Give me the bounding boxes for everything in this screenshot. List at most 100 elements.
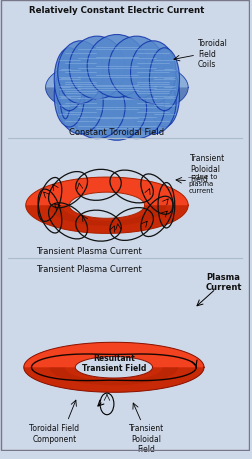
- Polygon shape: [26, 178, 188, 234]
- Point: [78, 96, 81, 101]
- Text: Transient
Poloidal
Field: Transient Poloidal Field: [190, 154, 226, 184]
- Point: [155, 96, 158, 101]
- Point: [173, 96, 176, 101]
- Point: [60, 76, 63, 82]
- Point: [152, 75, 155, 80]
- Point: [168, 119, 171, 125]
- Point: [57, 103, 60, 108]
- Text: Relatively Constant Electric Current: Relatively Constant Electric Current: [29, 6, 205, 15]
- Point: [94, 97, 98, 103]
- Polygon shape: [48, 206, 166, 226]
- Point: [155, 47, 158, 52]
- Point: [168, 61, 171, 67]
- Point: [94, 55, 98, 60]
- Text: Toroidal Field
Component: Toroidal Field Component: [29, 423, 80, 442]
- Point: [76, 66, 79, 71]
- Point: [115, 47, 118, 52]
- Ellipse shape: [87, 78, 147, 141]
- Ellipse shape: [163, 57, 174, 119]
- Point: [57, 87, 60, 92]
- Point: [95, 61, 98, 67]
- Polygon shape: [26, 206, 188, 234]
- Polygon shape: [50, 368, 178, 385]
- Point: [173, 112, 176, 118]
- Point: [173, 87, 176, 92]
- Polygon shape: [46, 88, 188, 118]
- Point: [136, 91, 139, 97]
- Point: [163, 95, 166, 101]
- Point: [152, 112, 155, 118]
- Point: [94, 126, 98, 131]
- Point: [115, 86, 118, 92]
- Point: [57, 112, 60, 118]
- Polygon shape: [24, 342, 204, 392]
- Point: [95, 82, 98, 87]
- Point: [168, 51, 171, 57]
- Point: [152, 68, 155, 73]
- Point: [78, 68, 81, 73]
- Point: [76, 96, 79, 101]
- Point: [63, 110, 66, 116]
- Point: [57, 96, 60, 101]
- Point: [152, 77, 155, 83]
- Point: [57, 77, 60, 83]
- Point: [76, 84, 79, 90]
- Point: [136, 116, 139, 122]
- Point: [78, 75, 81, 80]
- Point: [68, 95, 71, 101]
- Point: [63, 119, 66, 125]
- Point: [60, 104, 63, 110]
- Text: Plasma
Current: Plasma Current: [206, 273, 242, 292]
- Point: [136, 55, 139, 60]
- Point: [76, 124, 79, 129]
- Point: [136, 126, 139, 131]
- Ellipse shape: [58, 72, 103, 134]
- Point: [95, 70, 98, 76]
- Point: [168, 91, 171, 97]
- Point: [155, 105, 158, 111]
- Point: [168, 80, 171, 85]
- Ellipse shape: [109, 77, 165, 140]
- Point: [63, 51, 66, 57]
- Point: [115, 66, 118, 71]
- Point: [136, 45, 139, 51]
- Point: [68, 85, 71, 91]
- Point: [171, 104, 174, 110]
- Point: [136, 88, 139, 94]
- Ellipse shape: [87, 35, 147, 98]
- Point: [60, 95, 63, 101]
- Point: [57, 75, 60, 80]
- Point: [136, 80, 139, 85]
- Point: [152, 58, 155, 64]
- Point: [94, 107, 98, 112]
- Point: [136, 61, 139, 67]
- Point: [57, 58, 60, 64]
- Point: [163, 104, 166, 110]
- Point: [115, 84, 118, 90]
- Point: [136, 64, 139, 70]
- Point: [78, 58, 81, 64]
- Point: [173, 68, 176, 73]
- Point: [136, 107, 139, 112]
- Point: [136, 101, 139, 106]
- Point: [171, 67, 174, 72]
- Point: [95, 89, 98, 95]
- Point: [78, 84, 81, 90]
- Text: Constant Toroidal Field: Constant Toroidal Field: [69, 128, 165, 136]
- Point: [152, 103, 155, 108]
- Point: [94, 83, 98, 89]
- Point: [173, 94, 176, 99]
- Point: [68, 67, 71, 72]
- Point: [115, 66, 118, 71]
- Point: [76, 86, 79, 92]
- Ellipse shape: [69, 77, 125, 140]
- Ellipse shape: [149, 65, 179, 128]
- Polygon shape: [85, 75, 149, 101]
- Point: [152, 94, 155, 99]
- Point: [78, 77, 81, 83]
- Text: —due to
plasma
current: —due to plasma current: [188, 174, 217, 193]
- Point: [115, 86, 118, 92]
- Point: [168, 110, 171, 116]
- Point: [115, 84, 118, 90]
- Point: [60, 67, 63, 72]
